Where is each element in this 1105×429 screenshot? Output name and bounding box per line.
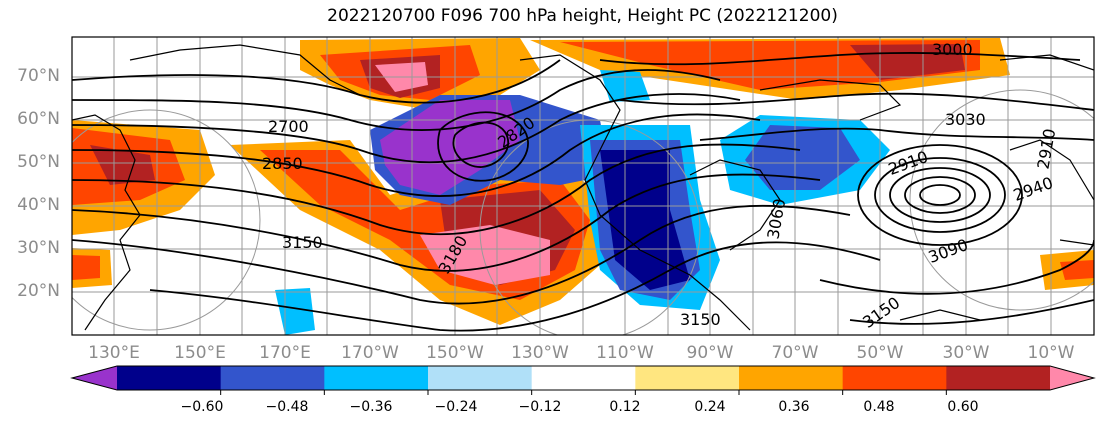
positive-anomaly-east-atlantic-core <box>1060 260 1094 280</box>
contour-label-3150-south: 3150 <box>680 310 721 329</box>
colorbar-segment <box>842 366 947 390</box>
negative-anomaly-north-atlantic-core <box>745 125 860 190</box>
colorbar-tick-label: 0.12 <box>609 399 641 415</box>
lat-label-30n: 30°N <box>17 238 60 258</box>
colorbar-tick-label: −0.60 <box>180 399 224 415</box>
graticule <box>72 37 1094 335</box>
coastlines <box>72 44 1094 331</box>
positive-anomaly-west-pacific-peak <box>90 145 155 185</box>
colorbar-tick-label: −0.36 <box>349 399 393 415</box>
colorbar-segment <box>220 366 325 390</box>
lon-label-30w: 30°W <box>942 343 990 363</box>
lon-label-130w: 130°W <box>511 343 569 363</box>
colorbar-tick-label: 0.48 <box>863 399 895 415</box>
lon-label-130e: 130°E <box>88 343 140 363</box>
colorbar-tick-label: −0.12 <box>518 399 562 415</box>
lon-label-170w: 170°W <box>341 343 399 363</box>
lat-label-50n: 50°N <box>17 152 60 172</box>
lat-label-20n: 20°N <box>17 281 60 301</box>
colorbar-segment <box>428 366 533 390</box>
contour-label-2850: 2850 <box>262 154 303 173</box>
colorbar-tick-label: 0.60 <box>947 399 979 415</box>
height-contours <box>72 52 1094 332</box>
contour-label-2700: 2700 <box>268 117 309 136</box>
lon-label-90w: 90°W <box>686 343 734 363</box>
lon-label-170e: 170°E <box>259 343 311 363</box>
negative-anomaly-pacific-core <box>380 100 520 195</box>
colorbar <box>70 365 1096 395</box>
positive-anomaly-subtropic-west-core <box>72 255 100 280</box>
lat-label-70n: 70°N <box>17 66 60 86</box>
lon-label-50w: 50°W <box>856 343 904 363</box>
colorbar-tick-label: 0.36 <box>778 399 810 415</box>
colorbar-segment <box>739 366 844 390</box>
colorbar-tick-label: −0.24 <box>434 399 478 415</box>
contour-label-3150-west: 3150 <box>282 233 323 252</box>
colorbar-extend-low <box>72 366 117 390</box>
map-title: 2022120700 F096 700 hPa height, Height P… <box>327 6 838 26</box>
lon-label-150w: 150°W <box>426 343 484 363</box>
colorbar-segment <box>531 366 636 390</box>
lon-label-150e: 150°E <box>174 343 226 363</box>
colorbar-tick-label: −0.48 <box>265 399 309 415</box>
colorbar-segment <box>635 366 740 390</box>
colorbar-extend-high <box>1050 366 1094 390</box>
colorbar-tick-label: 0.24 <box>694 399 726 415</box>
colorbar-segment <box>946 366 1051 390</box>
map-border <box>71 36 1095 336</box>
lat-label-60n: 60°N <box>17 109 60 129</box>
colorbar-segment <box>324 366 429 390</box>
colorbar-outline <box>70 365 1096 391</box>
lon-label-70w: 70°W <box>771 343 819 363</box>
contour-label-3030: 3030 <box>945 110 986 129</box>
contour-label-3000: 3000 <box>932 40 973 59</box>
map-panel: 2700 2850 3150 3180 3000 3030 2910 2940 … <box>72 37 1094 335</box>
lon-label-110w: 110°W <box>596 343 654 363</box>
lon-label-10w: 10°W <box>1027 343 1075 363</box>
lat-label-40n: 40°N <box>17 195 60 215</box>
colorbar-segment <box>117 366 222 390</box>
